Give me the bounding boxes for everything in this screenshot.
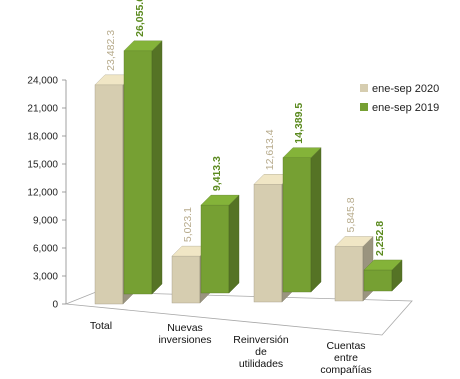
bar-2019-2 bbox=[282, 147, 322, 293]
bars bbox=[94, 40, 403, 305]
y-tick-label: 12,000 bbox=[27, 188, 58, 199]
category-label-2: Reinversión de utilidades bbox=[233, 334, 289, 370]
chart-floor bbox=[65, 291, 413, 336]
legend: ene-sep 2020 ene-sep 2019 bbox=[360, 83, 439, 114]
y-tick-label: 9,000 bbox=[33, 216, 58, 227]
bar-2019-0 bbox=[123, 40, 163, 295]
data-label-2020-1: 5,023.1 bbox=[182, 207, 194, 242]
bar-2019-3 bbox=[363, 259, 403, 292]
legend-label: ene-sep 2019 bbox=[372, 102, 439, 114]
y-tick-label: 18,000 bbox=[27, 132, 58, 143]
category-labels: Total Nuevas inversiones Reinversión de utili… bbox=[90, 320, 372, 376]
floor-plane bbox=[65, 291, 413, 336]
legend-swatch bbox=[360, 84, 368, 92]
data-label-2019-1: 9,413.3 bbox=[211, 156, 223, 191]
data-label-2020-2: 12,613.4 bbox=[264, 129, 276, 170]
legend-swatch bbox=[360, 103, 368, 111]
category-label-0: Total bbox=[90, 320, 112, 332]
y-tick-label: 24,000 bbox=[27, 76, 58, 87]
data-labels: 23,482.3 26,055.6 5,023.1 9,413.3 12,613.4 14… bbox=[105, 0, 386, 256]
data-label-2020-3: 5,845.8 bbox=[345, 197, 357, 232]
y-tick-label: 15,000 bbox=[27, 160, 58, 171]
y-axis: 0 3,000 6,000 9,000 12,000 15,000 18,000 21,000… bbox=[27, 76, 67, 311]
legend-item-2020: ene-sep 2020 bbox=[360, 83, 439, 95]
y-tick-label: 3,000 bbox=[33, 272, 58, 283]
data-label-2019-3: 2,252.8 bbox=[374, 221, 386, 256]
bar-2020-2 bbox=[253, 173, 293, 303]
data-label-2019-0: 26,055.6 bbox=[134, 0, 146, 37]
data-label-2020-0: 23,482.3 bbox=[105, 30, 117, 71]
category-label-3: Cuentas entre compañías bbox=[320, 340, 371, 376]
legend-label: ene-sep 2020 bbox=[372, 83, 439, 95]
bar-2019-1 bbox=[200, 194, 240, 294]
legend-item-2019: ene-sep 2019 bbox=[360, 102, 439, 114]
category-label-1: Nuevas inversiones bbox=[158, 322, 211, 346]
y-tick-label: 6,000 bbox=[33, 244, 58, 255]
data-label-2019-2: 14,389.5 bbox=[293, 103, 305, 144]
y-tick-label: 21,000 bbox=[27, 104, 58, 115]
y-tick-label: 0 bbox=[52, 300, 58, 311]
